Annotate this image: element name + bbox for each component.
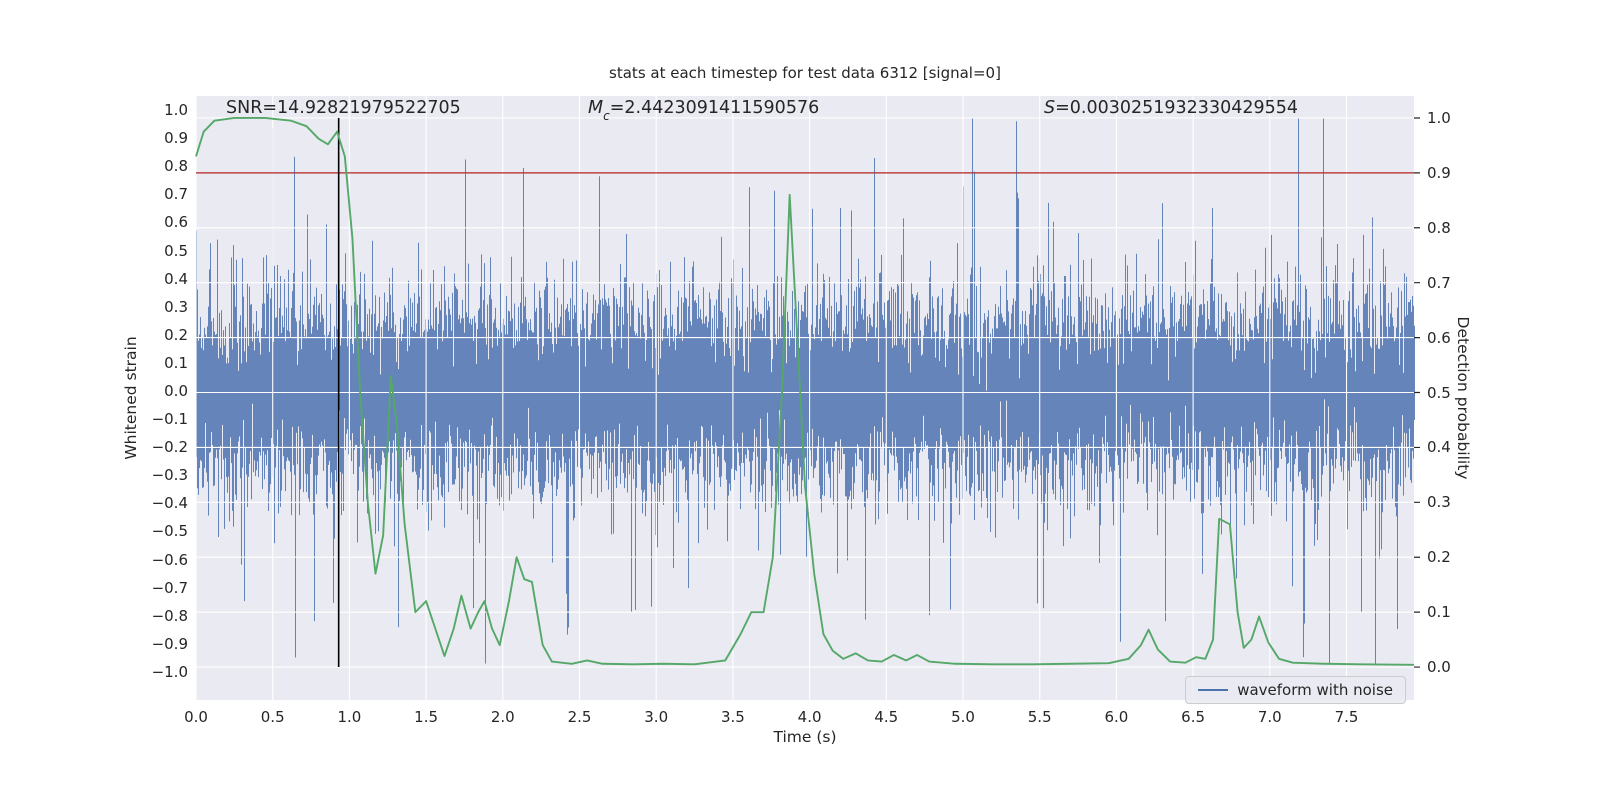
y-tick-label-left: 0.9 bbox=[164, 129, 188, 148]
x-tick-label: 5.0 bbox=[951, 708, 975, 726]
y-tick-label-left: 0.3 bbox=[164, 297, 188, 316]
y-tick-label-left: −0.3 bbox=[151, 466, 188, 485]
y-tick-label-right: 0.0 bbox=[1427, 658, 1451, 677]
y-tick-label-right: 1.0 bbox=[1427, 108, 1451, 127]
y-tick-label-right: 0.4 bbox=[1427, 438, 1451, 457]
y-tick-label-left: −0.6 bbox=[151, 550, 188, 569]
y-tick-label-right: 0.3 bbox=[1427, 493, 1451, 512]
y-tick-label-right: 0.7 bbox=[1427, 273, 1451, 292]
snr-text: SNR=14.92821979522705 bbox=[226, 98, 461, 118]
y-tick-label-left: −0.9 bbox=[151, 634, 188, 653]
y-tick-label-left: 0.6 bbox=[164, 213, 188, 232]
x-tick-label: 4.0 bbox=[797, 708, 822, 726]
snr-annotation: SNR=14.92821979522705 bbox=[226, 98, 461, 118]
x-tick-label: 3.5 bbox=[720, 708, 745, 726]
y-tick-label-right: 0.2 bbox=[1427, 548, 1451, 567]
s-stat-symbol: S bbox=[1044, 98, 1056, 118]
chirp-mass-annotation: Mc=2.4423091411590576 bbox=[588, 98, 820, 123]
legend-label: waveform with noise bbox=[1237, 681, 1393, 699]
chart-title: stats at each timestep for test data 631… bbox=[609, 64, 1001, 82]
y-tick-label-right: 0.9 bbox=[1427, 163, 1451, 182]
x-tick-label: 6.0 bbox=[1104, 708, 1129, 726]
left-y-axis-label: Whitened strain bbox=[122, 336, 140, 460]
y-tick-label-left: 1.0 bbox=[164, 101, 188, 120]
x-tick-label: 1.0 bbox=[337, 708, 362, 726]
x-tick-label: 2.0 bbox=[490, 708, 515, 726]
y-tick-label-left: −0.7 bbox=[151, 578, 188, 597]
y-tick-label-right: 0.8 bbox=[1427, 218, 1451, 237]
y-tick-label-right: 0.1 bbox=[1427, 603, 1451, 622]
x-tick-label: 7.0 bbox=[1257, 708, 1282, 726]
s-stat-value: =0.0030251932330429554 bbox=[1055, 98, 1299, 118]
x-tick-label: 4.5 bbox=[874, 708, 899, 726]
y-tick-label-left: 0.7 bbox=[164, 185, 188, 204]
s-stat-annotation: S=0.0030251932330429554 bbox=[1044, 98, 1298, 118]
y-tick-label-left: −0.5 bbox=[151, 522, 188, 541]
y-tick-label-left: 0.0 bbox=[164, 381, 188, 400]
x-tick-label: 7.5 bbox=[1334, 708, 1359, 726]
x-tick-label: 0.5 bbox=[260, 708, 285, 726]
y-tick-label-left: 0.1 bbox=[164, 353, 188, 372]
y-tick-label-left: 0.4 bbox=[164, 269, 188, 288]
x-tick-label: 3.0 bbox=[644, 708, 669, 726]
y-tick-label-left: 0.2 bbox=[164, 325, 188, 344]
y-tick-label-left: −0.2 bbox=[151, 438, 188, 457]
y-tick-label-left: −1.0 bbox=[151, 662, 188, 681]
y-tick-label-right: 0.5 bbox=[1427, 383, 1451, 402]
legend: waveform with noise bbox=[1185, 676, 1406, 704]
y-tick-label-left: −0.4 bbox=[151, 494, 188, 513]
x-tick-label: 5.5 bbox=[1027, 708, 1052, 726]
x-tick-label: 2.5 bbox=[567, 708, 592, 726]
right-y-axis-label: Detection probability bbox=[1454, 316, 1472, 480]
y-tick-label-left: 0.8 bbox=[164, 157, 188, 176]
y-tick-label-left: −0.8 bbox=[151, 606, 188, 625]
legend-line-swatch bbox=[1198, 689, 1229, 691]
y-tick-label-left: 0.5 bbox=[164, 241, 188, 260]
chirp-mass-value: =2.4423091411590576 bbox=[609, 98, 820, 118]
x-tick-label: 6.5 bbox=[1181, 708, 1206, 726]
x-tick-label: 1.5 bbox=[414, 708, 439, 726]
x-axis-label: Time (s) bbox=[773, 728, 837, 746]
x-tick-label: 0.0 bbox=[184, 708, 208, 726]
y-tick-label-left: −0.1 bbox=[151, 410, 188, 429]
chirp-mass-subscript: c bbox=[603, 108, 610, 123]
chirp-mass-symbol: M bbox=[588, 98, 604, 118]
y-tick-label-right: 0.6 bbox=[1427, 328, 1451, 347]
